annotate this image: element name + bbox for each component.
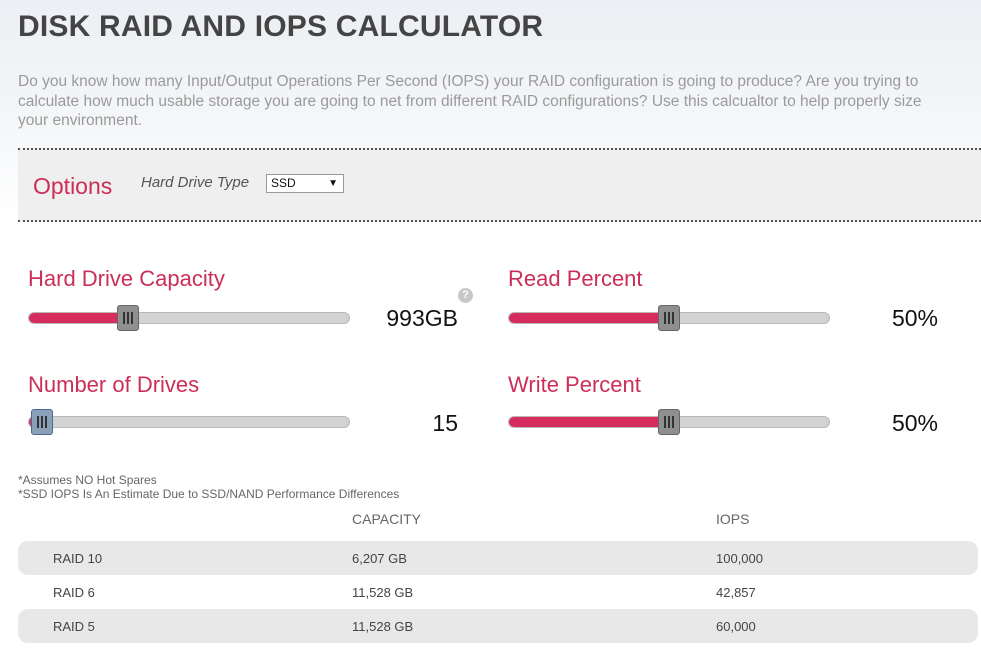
raid-iops: 42,857: [716, 585, 756, 600]
capacity-slider-fill: [29, 313, 128, 323]
note-ssd-iops: *SSD IOPS Is An Estimate Due to SSD/NAND…: [18, 487, 400, 501]
capacity-slider[interactable]: [28, 305, 350, 331]
read-percent-slider[interactable]: [508, 305, 830, 331]
read-percent-slider-fill: [509, 313, 669, 323]
read-percent-slider-handle[interactable]: [658, 305, 680, 331]
write-percent-slider-handle[interactable]: [658, 409, 680, 435]
iops-column-header: IOPS: [716, 511, 750, 527]
drive-type-select[interactable]: SSD ▼: [266, 174, 344, 193]
read-percent-label: Read Percent: [508, 266, 643, 291]
table-row: RAID 5 11,528 GB 60,000: [18, 609, 978, 643]
drives-value: 15: [432, 410, 458, 436]
write-percent-value: 50%: [891, 410, 938, 436]
write-percent-label: Write Percent: [508, 372, 641, 397]
raid-capacity: 11,528 GB: [352, 619, 414, 634]
table-row: RAID 10 6,207 GB 100,000: [18, 541, 978, 575]
write-percent-slider[interactable]: [508, 409, 830, 435]
write-percent-slider-fill: [509, 417, 669, 427]
drive-type-label: Hard Drive Type: [141, 174, 250, 191]
intro-text: Do you know how many Input/Output Operat…: [18, 73, 922, 129]
raid-iops: 100,000: [716, 551, 763, 566]
drives-label: Number of Drives: [28, 372, 200, 397]
raid-level: RAID 5: [53, 619, 95, 634]
raid-level: RAID 6: [53, 585, 95, 600]
options-title: Options: [33, 173, 113, 199]
raid-iops: 60,000: [716, 619, 756, 634]
help-icon[interactable]: ?: [458, 288, 473, 303]
capacity-column-header: CAPACITY: [352, 511, 421, 527]
capacity-label: Hard Drive Capacity: [28, 266, 225, 291]
drives-slider-handle[interactable]: [31, 409, 53, 435]
raid-capacity: 11,528 GB: [352, 585, 414, 600]
note-hot-spares: *Assumes NO Hot Spares: [18, 473, 157, 487]
read-percent-value: 50%: [891, 305, 938, 331]
drive-type-value: SSD: [271, 176, 296, 190]
raid-level: RAID 10: [53, 551, 103, 566]
capacity-value: 993GB: [386, 305, 458, 331]
raid-capacity: 6,207 GB: [352, 551, 407, 566]
capacity-slider-handle[interactable]: [117, 305, 139, 331]
page-title: DISK RAID AND IOPS CALCULATOR: [18, 10, 544, 43]
dropdown-arrow-icon: ▼: [328, 178, 338, 189]
options-panel: Options Hard Drive Type SSD ▼: [18, 148, 981, 222]
table-row: RAID 6 11,528 GB 42,857: [18, 575, 978, 609]
drives-slider[interactable]: [28, 409, 350, 435]
